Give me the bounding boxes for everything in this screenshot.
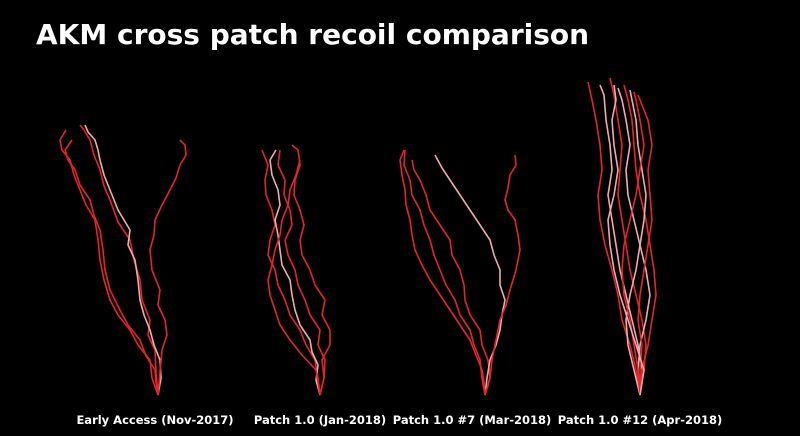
trace bbox=[59, 129, 159, 396]
pattern-patch-1-0-12 bbox=[587, 77, 657, 396]
trace bbox=[625, 89, 647, 396]
trace bbox=[411, 159, 491, 396]
trace bbox=[587, 81, 641, 396]
panel-label: Patch 1.0 #12 (Apr-2018) bbox=[558, 413, 723, 427]
trace bbox=[277, 149, 326, 396]
title: AKM cross patch recoil comparison bbox=[36, 18, 589, 51]
trace bbox=[599, 84, 643, 396]
trace bbox=[84, 124, 162, 396]
trace bbox=[149, 139, 187, 396]
trace bbox=[609, 77, 647, 396]
pattern-patch-1-0-7 bbox=[399, 149, 521, 396]
pattern-early-access bbox=[59, 124, 187, 396]
trace bbox=[64, 139, 159, 396]
trace bbox=[607, 84, 645, 396]
trace bbox=[621, 91, 645, 396]
trace bbox=[399, 149, 486, 396]
trace bbox=[261, 149, 321, 396]
trace bbox=[267, 159, 321, 396]
trace bbox=[623, 84, 657, 396]
panel-label: Early Access (Nov-2017) bbox=[76, 413, 233, 427]
panel-label: Patch 1.0 #7 (Mar-2018) bbox=[393, 413, 552, 427]
trace bbox=[403, 149, 486, 396]
trace bbox=[637, 94, 653, 395]
trace bbox=[484, 154, 521, 396]
trace bbox=[269, 149, 321, 396]
panel-label: Patch 1.0 (Jan-2018) bbox=[254, 413, 386, 427]
pattern-patch-1-0 bbox=[261, 144, 331, 396]
trace bbox=[79, 124, 159, 396]
